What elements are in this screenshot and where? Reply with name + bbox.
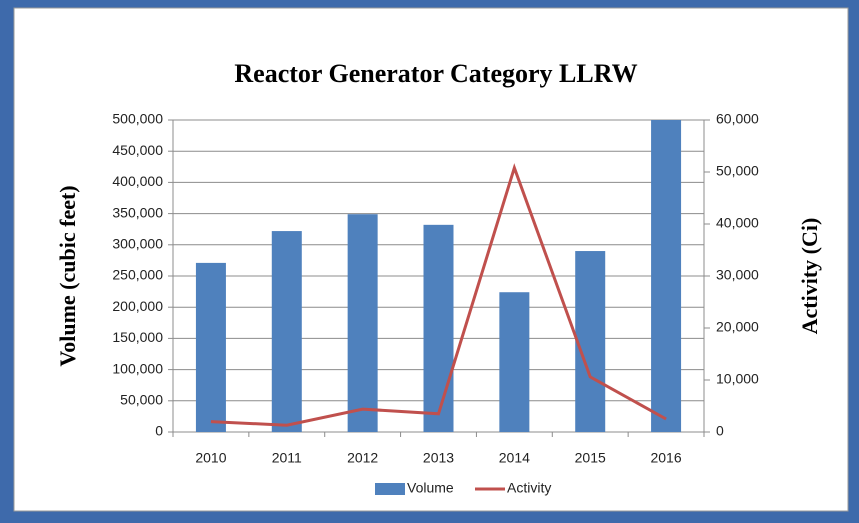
y-tick-label: 450,000 [112,142,163,158]
x-tick-label: 2015 [575,450,606,466]
y-tick-label: 250,000 [112,267,163,283]
y2-tick-label: 60,000 [716,111,759,127]
bar [499,292,530,432]
y2-axis-label: Activity (Ci) [797,218,822,335]
y2-tick-label: 20,000 [716,319,759,335]
bar [423,224,454,432]
y-tick-label: 350,000 [112,204,163,220]
x-tick-label: 2010 [195,450,226,466]
legend-label: Volume [407,480,454,496]
y-tick-label: 300,000 [112,236,163,252]
x-tick-label: 2013 [423,450,454,466]
y-tick-label: 400,000 [112,173,163,189]
y2-tick-label: 50,000 [716,163,759,179]
bar [575,251,606,432]
bar [651,120,682,432]
x-tick-label: 2012 [347,450,378,466]
y-tick-label: 500,000 [112,111,163,127]
bar [195,262,226,432]
x-tick-label: 2011 [272,450,302,466]
y-tick-label: 150,000 [112,329,163,345]
legend-swatch [375,483,405,495]
y2-tick-label: 10,000 [716,371,759,387]
line [210,163,667,427]
legend-label: Activity [507,480,551,496]
x-tick-label: 2014 [499,450,530,466]
y-tick-label: 0 [155,423,163,439]
y2-tick-label: 40,000 [716,215,759,231]
bar [347,214,378,432]
y-tick-label: 200,000 [112,298,163,314]
y2-tick-label: 0 [716,423,724,439]
chart-title: Reactor Generator Category LLRW [234,59,637,88]
y-axis-label: Volume (cubic feet) [55,185,80,366]
y-tick-label: 100,000 [112,360,163,376]
bar [271,231,302,432]
x-tick-label: 2016 [650,450,681,466]
y-tick-label: 50,000 [120,392,163,408]
y2-tick-label: 30,000 [716,267,759,283]
